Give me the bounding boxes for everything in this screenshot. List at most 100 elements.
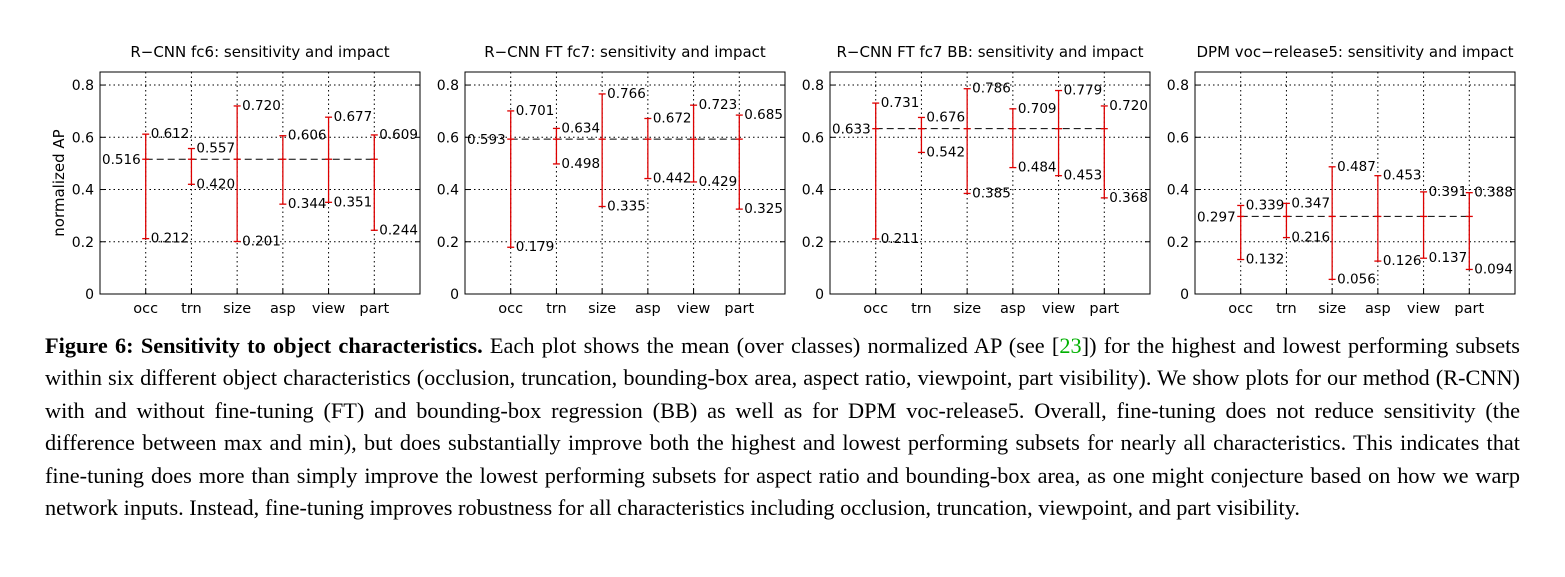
x-tick-label: occ xyxy=(498,301,523,317)
chart-panel-4: DPM voc−release5: sensitivity and impact… xyxy=(1167,43,1516,317)
caption-text-rest: ]) for the highest and lowest performing… xyxy=(45,333,1520,521)
min-value-label: 0.216 xyxy=(1291,230,1330,246)
chart-title: R−CNN FT fc7: sensitivity and impact xyxy=(484,43,766,61)
x-tick-label: trn xyxy=(911,301,932,317)
max-value-label: 0.453 xyxy=(1383,168,1422,184)
x-tick-label: view xyxy=(1042,301,1076,317)
chart-panel-2: R−CNN FT fc7: sensitivity and impact 0 0.2… xyxy=(437,43,786,317)
axes-frame xyxy=(464,71,786,295)
max-value-label: 0.676 xyxy=(926,109,965,125)
max-value-label: 0.557 xyxy=(196,141,235,157)
max-value-label: 0.723 xyxy=(699,97,738,113)
x-tick-label: asp xyxy=(635,301,661,317)
min-value-label: 0.484 xyxy=(1018,160,1057,176)
chart-panel-1: R−CNN fc6: sensitivity and impact 0 0.2 0.4… xyxy=(50,43,421,317)
min-value-label: 0.126 xyxy=(1383,253,1422,269)
y-tick-label: 0.6 xyxy=(802,130,824,146)
max-value-label: 0.779 xyxy=(1064,83,1103,99)
min-value-label: 0.325 xyxy=(744,201,783,217)
x-tick-label: occ xyxy=(863,301,888,317)
y-tick-label: 0.6 xyxy=(437,130,459,146)
max-value-label: 0.634 xyxy=(561,120,600,136)
min-value-label: 0.094 xyxy=(1474,261,1513,277)
min-value-label: 0.453 xyxy=(1064,168,1103,184)
x-tick-label: occ xyxy=(133,301,158,317)
y-tick-label: 0 xyxy=(1180,287,1189,303)
min-value-label: 0.498 xyxy=(561,156,600,172)
chart-panel-3: R−CNN FT fc7 BB: sensitivity and impact 0… xyxy=(802,43,1151,317)
max-value-label: 0.606 xyxy=(288,128,327,144)
min-value-label: 0.385 xyxy=(972,185,1011,201)
max-value-label: 0.685 xyxy=(744,107,783,123)
min-value-label: 0.056 xyxy=(1337,271,1376,287)
y-tick-label: 0.2 xyxy=(802,235,824,251)
y-tick-label: 0.8 xyxy=(72,78,94,94)
min-value-label: 0.344 xyxy=(288,196,327,212)
min-value-label: 0.429 xyxy=(699,174,738,190)
max-value-label: 0.677 xyxy=(334,109,373,125)
y-tick-label: 0.4 xyxy=(802,183,824,199)
y-tick-label: 0.2 xyxy=(72,235,94,251)
x-tick-label: view xyxy=(1407,301,1441,317)
min-value-label: 0.335 xyxy=(607,199,646,215)
x-tick-label: asp xyxy=(1365,301,1391,317)
chart-title: R−CNN fc6: sensitivity and impact xyxy=(130,43,389,61)
x-tick-label: asp xyxy=(1000,301,1026,317)
y-tick-label: 0 xyxy=(85,287,94,303)
x-tick-label: view xyxy=(677,301,711,317)
x-tick-label: part xyxy=(1089,301,1119,317)
min-value-label: 0.244 xyxy=(379,222,418,238)
max-value-label: 0.672 xyxy=(653,110,692,126)
x-tick-label: trn xyxy=(1276,301,1297,317)
x-tick-label: size xyxy=(588,301,616,317)
max-value-label: 0.731 xyxy=(881,95,920,111)
min-value-label: 0.179 xyxy=(516,239,555,255)
chart-title: R−CNN FT fc7 BB: sensitivity and impact xyxy=(837,43,1144,61)
mean-label: 0.593 xyxy=(467,132,506,148)
max-value-label: 0.766 xyxy=(607,86,646,102)
max-value-label: 0.786 xyxy=(972,81,1011,97)
max-value-label: 0.388 xyxy=(1474,185,1513,201)
x-tick-label: part xyxy=(359,301,389,317)
x-tick-label: part xyxy=(1454,301,1484,317)
x-tick-label: size xyxy=(1318,301,1346,317)
min-value-label: 0.542 xyxy=(926,144,965,160)
y-tick-label: 0.4 xyxy=(72,183,94,199)
y-axis-label: normalized AP xyxy=(50,129,68,236)
y-tick-label: 0 xyxy=(815,287,824,303)
y-tick-label: 0.6 xyxy=(1167,130,1189,146)
min-value-label: 0.351 xyxy=(334,194,373,210)
caption-text: Each plot shows the mean (over classes) … xyxy=(482,333,1060,358)
mean-label: 0.516 xyxy=(102,152,141,168)
max-value-label: 0.720 xyxy=(1109,98,1148,114)
caption-ref-link[interactable]: 23 xyxy=(1059,333,1082,358)
y-tick-label: 0.8 xyxy=(802,78,824,94)
max-value-label: 0.487 xyxy=(1337,159,1376,175)
x-tick-label: occ xyxy=(1228,301,1253,317)
max-value-label: 0.612 xyxy=(151,126,190,142)
chart-title: DPM voc−release5: sensitivity and impact xyxy=(1197,43,1514,61)
min-value-label: 0.420 xyxy=(196,176,235,192)
max-value-label: 0.701 xyxy=(516,103,555,119)
max-value-label: 0.709 xyxy=(1018,101,1057,117)
y-tick-label: 0.2 xyxy=(1167,235,1189,251)
y-tick-label: 0 xyxy=(450,287,459,303)
min-value-label: 0.368 xyxy=(1109,190,1148,206)
x-tick-label: part xyxy=(724,301,754,317)
axes-frame xyxy=(99,71,421,295)
figure-charts: R−CNN fc6: sensitivity and impact 0 0.2 0.4… xyxy=(50,43,1516,317)
x-tick-label: asp xyxy=(270,301,296,317)
caption-label: Figure 6: Sensitivity to object characte… xyxy=(45,333,483,358)
y-tick-label: 0.4 xyxy=(437,183,459,199)
min-value-label: 0.137 xyxy=(1429,250,1468,266)
mean-label: 0.297 xyxy=(1197,209,1236,225)
max-value-label: 0.609 xyxy=(379,127,418,143)
x-tick-label: trn xyxy=(181,301,202,317)
max-value-label: 0.391 xyxy=(1429,184,1468,200)
y-tick-label: 0.8 xyxy=(1167,78,1189,94)
x-tick-label: trn xyxy=(546,301,567,317)
y-tick-label: 0.2 xyxy=(437,235,459,251)
min-value-label: 0.442 xyxy=(653,171,692,187)
y-tick-label: 0.8 xyxy=(437,78,459,94)
mean-label: 0.633 xyxy=(832,122,871,138)
